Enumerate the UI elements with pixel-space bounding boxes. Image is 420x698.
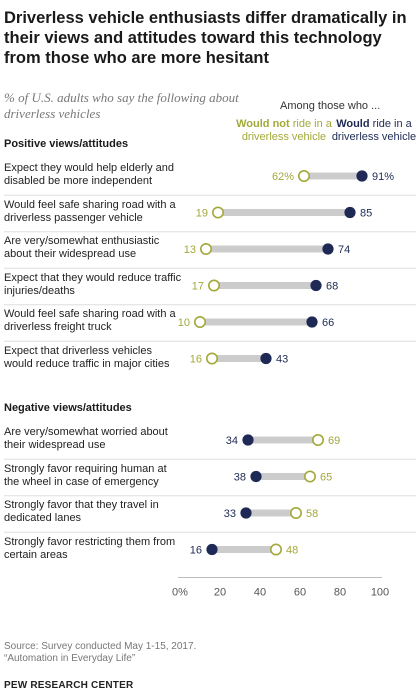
x-tick-label: 0% — [172, 587, 188, 599]
would-dot — [240, 507, 252, 519]
would-not-value-label: 62% — [272, 171, 294, 183]
would-not-dot — [311, 433, 324, 446]
would-not-value-label: 58 — [306, 508, 318, 520]
x-tick-label: 80 — [334, 587, 346, 599]
x-tick-label: 100 — [371, 587, 389, 599]
x-tick-label: 20 — [214, 587, 226, 599]
would-not-value-label: 13 — [184, 244, 196, 256]
legend-would-not: Would not ride in a driverless vehicle — [236, 118, 332, 144]
would-value-label: 66 — [322, 317, 334, 329]
would-value-label: 91% — [372, 171, 394, 183]
legend-heading: Among those who ... — [280, 100, 381, 112]
would-dot — [344, 206, 356, 219]
would-not-dot — [289, 506, 302, 519]
x-tick-label: 40 — [254, 587, 266, 599]
would-dot — [250, 470, 262, 483]
would-value-label: 16 — [190, 545, 202, 557]
would-value-label: 74 — [338, 244, 350, 256]
would-not-dot — [212, 206, 225, 219]
would-not-value-label: 19 — [196, 208, 208, 220]
legend-would-bold: Would — [336, 118, 370, 130]
row-label: Are very/somewhat worried about their wi… — [4, 426, 168, 451]
row-label: Are very/somewhat enthusiastic about the… — [4, 235, 160, 260]
chart-subtitle: % of U.S. adults who say the following a… — [4, 90, 239, 121]
would-dot — [310, 279, 322, 292]
would-value-label: 85 — [360, 208, 372, 220]
would-value-label: 34 — [226, 435, 238, 447]
would-not-value-label: 69 — [328, 435, 340, 447]
would-dot — [356, 170, 368, 182]
section-title: Positive views/attitudes — [4, 138, 129, 150]
row-label: Strongly favor that they travel in dedic… — [4, 499, 159, 524]
would-dot — [206, 543, 218, 556]
would-dot — [322, 243, 334, 255]
would-not-value-label: 10 — [178, 317, 190, 329]
row-label: Expect that they would reduce traffic in… — [4, 271, 182, 297]
would-not-dot — [269, 543, 282, 556]
source-line-2: “Automation in Everyday Life” — [4, 653, 136, 664]
legend-would-rest: ride in a driverless vehicle — [331, 118, 417, 143]
would-dot — [260, 352, 272, 365]
section-title: Negative views/attitudes — [4, 402, 132, 414]
would-not-value-label: 65 — [320, 472, 332, 484]
row-label: Would feel safe sharing road with a driv… — [4, 308, 176, 333]
would-dot — [306, 316, 318, 328]
legend-would-not-rest: ride in a driverless vehicle — [241, 118, 332, 143]
would-not-value-label: 16 — [190, 354, 202, 366]
would-value-label: 38 — [234, 472, 246, 484]
row-label: Would feel safe sharing road with a driv… — [4, 198, 176, 224]
row-label: Expect that driverless vehicles would re… — [4, 344, 170, 370]
would-not-dot — [297, 170, 310, 183]
would-value-label: 33 — [224, 508, 236, 520]
source-line-1: Source: Survey conducted May 1-15, 2017. — [4, 641, 197, 652]
would-not-dot — [208, 279, 221, 292]
would-not-dot — [206, 352, 219, 365]
row-label: Expect they would help elderly and disab… — [4, 162, 174, 187]
would-value-label: 43 — [276, 354, 288, 366]
legend-would-not-bold: Would not — [236, 118, 290, 130]
legend-would: Would ride in a driverless vehicle — [326, 118, 420, 144]
row-label: Strongly favor restricting them from cer… — [4, 535, 176, 561]
would-not-dot — [194, 315, 207, 328]
would-not-value-label: 48 — [286, 545, 298, 557]
would-dot — [242, 434, 254, 446]
source-note: Source: Survey conducted May 1-15, 2017.… — [4, 641, 196, 665]
chart-title: Driverless vehicle enthusiasts differ dr… — [4, 9, 407, 67]
brand-footer: PEW RESEARCH CENTER — [4, 680, 134, 691]
would-not-value-label: 17 — [192, 281, 204, 293]
would-not-dot — [303, 470, 316, 483]
would-not-dot — [200, 243, 213, 256]
row-label: Strongly favor requiring human at the wh… — [4, 462, 167, 488]
x-tick-label: 60 — [294, 587, 306, 599]
would-value-label: 68 — [326, 281, 338, 293]
